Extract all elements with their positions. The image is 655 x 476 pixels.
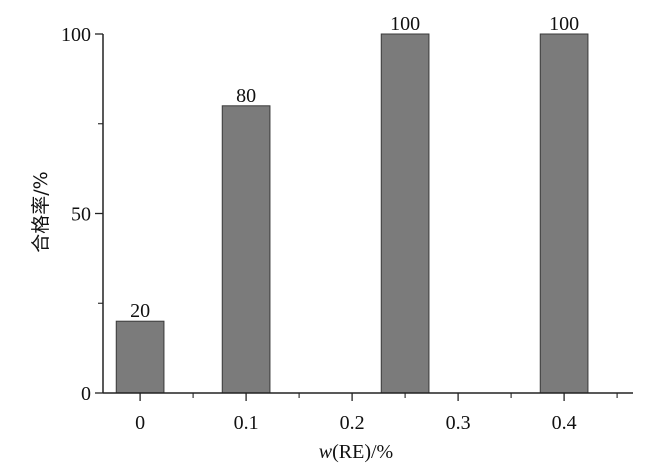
x-ticks-group: 0 0.1 0.2 0.3 0.4 — [135, 393, 618, 434]
x-tick-label: 0.3 — [446, 412, 471, 434]
bar-data-label: 80 — [236, 85, 256, 107]
bar — [539, 33, 589, 394]
x-tick-label: 0.4 — [552, 412, 577, 434]
bars-group — [115, 33, 589, 394]
x-tick-label: 0.1 — [234, 412, 259, 434]
y-axis-title: 合格率/% — [30, 171, 52, 252]
y-tick-label: 100 — [61, 24, 91, 46]
bar-data-label: 100 — [549, 13, 579, 35]
x-tick-label: 0 — [135, 412, 145, 434]
x-axis-title-rest: (RE)/% — [332, 441, 393, 463]
y-tick-label: 50 — [71, 204, 91, 226]
bar-data-label: 20 — [130, 300, 150, 322]
y-ticks-group: 0 50 100 — [61, 24, 103, 405]
x-axis-title-variable: w — [319, 441, 333, 463]
bar — [115, 320, 165, 394]
bar — [221, 105, 271, 394]
x-tick-label: 0.2 — [340, 412, 365, 434]
bar-labels-group: 20 80 100 100 — [130, 13, 579, 322]
bar — [380, 33, 430, 394]
x-axis-title: w(RE)/% — [319, 441, 393, 463]
y-tick-label: 0 — [81, 383, 91, 405]
bar-data-label: 100 — [390, 13, 420, 35]
